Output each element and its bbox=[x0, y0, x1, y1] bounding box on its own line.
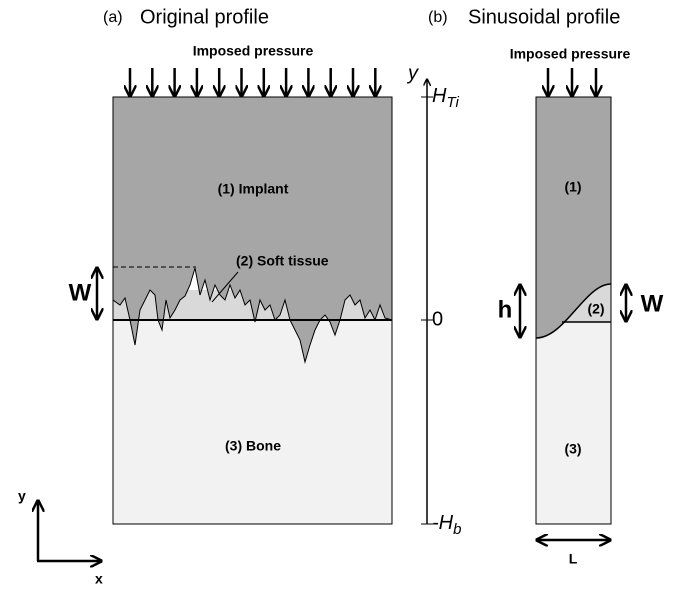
implant-label: (1) Implant bbox=[218, 181, 289, 197]
frame bbox=[535, 96, 612, 525]
implant-label: (1) bbox=[564, 179, 581, 195]
x-label: x bbox=[95, 571, 103, 587]
implant bbox=[536, 97, 611, 338]
bone-label: (3) bbox=[564, 441, 581, 457]
bone bbox=[536, 322, 611, 524]
sinusoid bbox=[535, 283, 612, 339]
base: -H bbox=[432, 512, 454, 534]
panel-label: (a) bbox=[103, 9, 123, 26]
pressure-label: Imposed pressure bbox=[510, 46, 631, 62]
bone-label: (3) Bone bbox=[225, 438, 281, 454]
panel-label: (b) bbox=[428, 9, 448, 26]
y-axis: y HTi 0 -Hb bbox=[406, 62, 461, 538]
sub: Ti bbox=[446, 94, 459, 111]
zero-label: 0 bbox=[432, 308, 443, 330]
h-label: h bbox=[498, 296, 513, 323]
panel-title: Sinusoidal profile bbox=[468, 6, 620, 28]
l-label: L bbox=[569, 551, 578, 567]
axis-name: y bbox=[406, 62, 419, 84]
frame bbox=[112, 96, 393, 525]
base: H bbox=[432, 85, 447, 107]
w-label: W bbox=[641, 290, 664, 317]
panel-a: (a) Original profile Imposed pressure W … bbox=[69, 6, 393, 525]
y-label: y bbox=[18, 488, 26, 504]
panel-title: Original profile bbox=[140, 6, 269, 28]
bottom-label: -Hb bbox=[432, 512, 461, 538]
soft-tissue-label: (2) bbox=[587, 301, 604, 317]
soft-tissue-label: (2) Soft tissue bbox=[236, 253, 329, 269]
sub: b bbox=[453, 521, 461, 538]
top-label: HTi bbox=[432, 85, 459, 111]
pressure-label: Imposed pressure bbox=[193, 43, 314, 59]
w-label: W bbox=[69, 279, 92, 306]
pointer bbox=[211, 271, 239, 303]
implant bbox=[112, 96, 393, 364]
pressure-arrows bbox=[130, 68, 375, 95]
pressure-arrows bbox=[548, 68, 596, 95]
bone bbox=[112, 319, 393, 525]
panel-b: (b) Sinusoidal profile Imposed pressure … bbox=[428, 6, 664, 566]
coordinate-system: y x bbox=[18, 488, 103, 587]
